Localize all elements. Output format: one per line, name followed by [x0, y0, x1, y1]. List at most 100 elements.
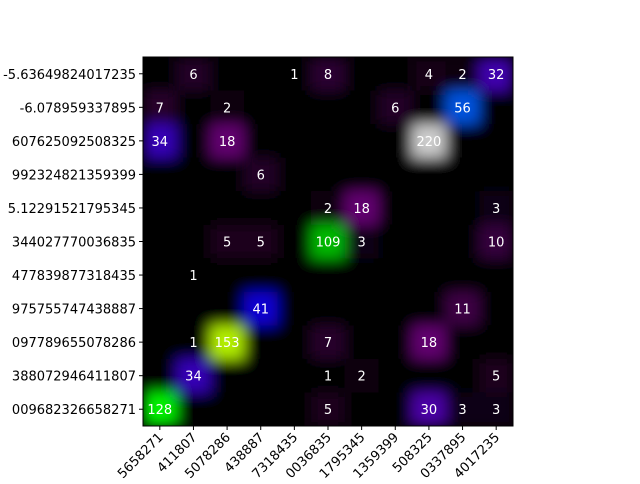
heat-cell [243, 124, 279, 159]
cell-label: 1 [189, 269, 197, 284]
cell-label: 34 [152, 135, 169, 150]
heat-cell [479, 90, 513, 125]
heat-cell [143, 224, 178, 259]
heat-cell [210, 392, 245, 426]
heat-cell [210, 291, 245, 326]
heat-cell [378, 124, 413, 159]
heat-cell [143, 90, 178, 125]
cell-label: 5 [492, 370, 500, 385]
heat-cell [176, 291, 211, 326]
heat-cell [479, 57, 513, 92]
cell-label: 128 [147, 403, 172, 418]
heat-cell [378, 325, 413, 360]
heat-cell [176, 57, 211, 92]
heat-cell [243, 358, 279, 393]
heat-cell [412, 191, 447, 226]
heat-cell [412, 258, 447, 293]
heat-cell [378, 291, 413, 326]
heat-cell [311, 157, 346, 192]
heat-cell [176, 392, 211, 426]
y-tick-label: 607625092508325 [12, 135, 136, 150]
heat-cell [176, 90, 211, 125]
heat-cell [143, 291, 178, 326]
cell-label: 5 [257, 236, 265, 251]
heat-cell [479, 358, 513, 393]
heat-cell [445, 224, 480, 259]
heat-cell [210, 57, 245, 92]
heat-cell [378, 258, 413, 293]
heat-cell [243, 90, 279, 125]
heat-cells [143, 57, 513, 426]
heat-cell [277, 157, 312, 192]
cell-label: 18 [353, 202, 370, 217]
heat-cell [445, 392, 480, 426]
heat-cell [176, 124, 211, 159]
heat-cell [378, 191, 413, 226]
cell-label: 32 [488, 68, 505, 83]
heat-cell [143, 258, 178, 293]
heat-cell [210, 358, 245, 393]
heat-cell [210, 157, 245, 192]
heat-cell [378, 57, 413, 92]
y-tick-label: -5.63649824017235 [3, 68, 136, 83]
cell-label: 18 [219, 135, 236, 150]
heat-cell [344, 258, 379, 293]
heat-cell [277, 224, 312, 259]
heat-cell [277, 90, 312, 125]
cell-label: 2 [458, 68, 466, 83]
cell-label: 3 [492, 202, 500, 217]
y-tick-label: 975755747438887 [12, 303, 136, 318]
cell-label: 11 [454, 303, 471, 318]
heat-cell [176, 358, 211, 393]
heat-cell [243, 325, 279, 360]
heat-cell [479, 258, 513, 293]
heat-cell [243, 258, 279, 293]
cell-label: 1 [324, 370, 332, 385]
heat-cell [412, 291, 447, 326]
heat-cell [445, 325, 480, 360]
heat-cell [243, 291, 279, 326]
heat-cell [445, 258, 480, 293]
heat-cell [143, 191, 178, 226]
heat-cell [344, 392, 379, 426]
cell-label: 1 [189, 336, 197, 351]
heat-cell [344, 358, 379, 393]
heat-cell [378, 224, 413, 259]
cell-label: 34 [185, 370, 202, 385]
cell-label: 2 [357, 370, 365, 385]
heat-cell [176, 224, 211, 259]
heat-cell [445, 124, 480, 159]
heat-cell [243, 224, 279, 259]
heat-cell [243, 392, 279, 426]
cell-label: 56 [454, 101, 471, 116]
heat-cell [344, 57, 379, 92]
heat-cell [210, 325, 245, 360]
heat-cell [378, 392, 413, 426]
plot-frame [142, 56, 514, 427]
cell-label: 6 [189, 68, 197, 83]
heat-cell [277, 291, 312, 326]
heat-cell [344, 90, 379, 125]
heat-cell [243, 191, 279, 226]
heat-cell [412, 90, 447, 125]
heat-cell [311, 124, 346, 159]
cell-label: 3 [357, 236, 365, 251]
cell-label: 8 [324, 68, 332, 83]
heat-cell [311, 191, 346, 226]
heat-cell [445, 191, 480, 226]
cell-label: 6 [391, 101, 399, 116]
heat-cell [479, 392, 513, 426]
y-tick-label: 5.12291521795345 [8, 202, 136, 217]
heat-cell [479, 325, 513, 360]
cell-label: 5 [223, 236, 231, 251]
heat-cell [412, 358, 447, 393]
heat-cell [378, 90, 413, 125]
heat-cell [412, 57, 447, 92]
heat-cell [479, 224, 513, 259]
heat-cell [277, 392, 312, 426]
heat-cell [445, 157, 480, 192]
heat-cell [344, 224, 379, 259]
heat-cell [143, 124, 178, 159]
heat-cell [344, 157, 379, 192]
